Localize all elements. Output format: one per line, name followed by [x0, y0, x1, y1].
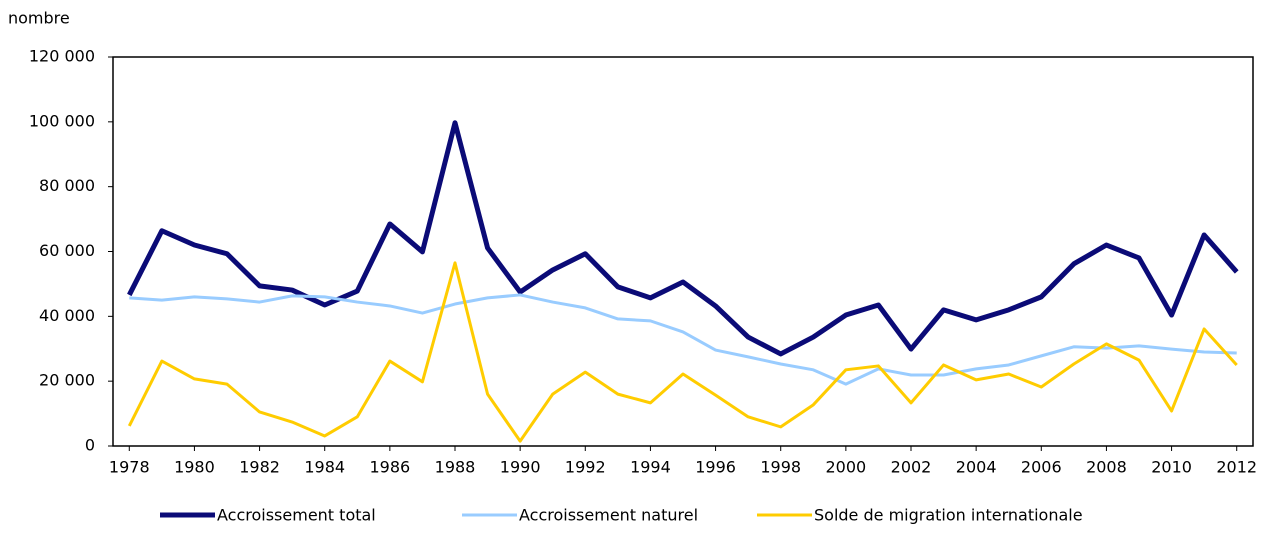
x-tick-label: 1990: [500, 458, 541, 477]
plot-frame: [112, 56, 1254, 447]
y-tick-label: 60 000: [39, 241, 95, 260]
y-tick-label: 100 000: [29, 111, 95, 130]
y-tick-label: 20 000: [39, 371, 95, 390]
y-axis-label: nombre: [8, 9, 70, 28]
y-tick-label: 40 000: [39, 306, 95, 325]
x-tick-label: 1992: [565, 458, 606, 477]
series-line: [127, 120, 1239, 357]
x-tick-label: 1978: [109, 458, 150, 477]
x-tick-label: 1984: [304, 458, 345, 477]
y-tick-label: 80 000: [39, 176, 95, 195]
legend-label: Solde de migration internationale: [814, 506, 1083, 525]
legend-label: Accroissement total: [217, 506, 376, 525]
x-tick-label: 1980: [174, 458, 215, 477]
x-tick-label: 2006: [1021, 458, 1062, 477]
x-tick-label: 1996: [695, 458, 736, 477]
x-tick-label: 2000: [825, 458, 866, 477]
y-tick-label: 120 000: [29, 47, 95, 66]
x-tick-label: 2008: [1086, 458, 1127, 477]
x-tick-label: 2012: [1216, 458, 1257, 477]
x-tick-label: 1982: [239, 458, 280, 477]
x-tick-label: 2010: [1151, 458, 1192, 477]
x-tick-label: 2004: [956, 458, 997, 477]
x-tick-label: 1988: [435, 458, 476, 477]
series-line: [129, 293, 1237, 386]
series-line: [127, 261, 1238, 443]
x-tick-label: 1998: [760, 458, 801, 477]
y-tick-label: 0: [85, 436, 95, 455]
x-tick-label: 2002: [891, 458, 932, 477]
legend-label: Accroissement naturel: [519, 506, 698, 525]
x-tick-label: 1986: [369, 458, 410, 477]
x-tick-label: 1994: [630, 458, 671, 477]
